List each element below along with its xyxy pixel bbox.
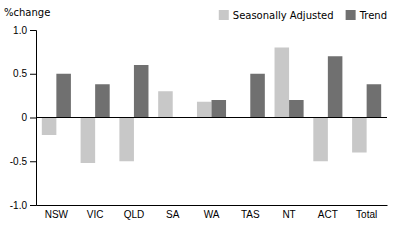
legend-label: Seasonally Adjusted	[233, 10, 334, 21]
legend-swatch	[346, 10, 356, 20]
y-axis-line	[30, 31, 37, 206]
chart: -1.0 -0.5 0 0.5 1.0 NSW VIC QLD SA WA TAS NT ACT Tota…	[0, 0, 397, 227]
y-tick-label: -0.5	[10, 156, 28, 167]
y-tick-label: 0.5	[13, 68, 27, 79]
legend-swatch	[219, 10, 229, 20]
x-tick-label: Total	[356, 209, 377, 220]
x-tick: QLD	[124, 205, 145, 220]
y-tick-label: 1.0	[13, 25, 27, 36]
bars	[42, 48, 381, 164]
legend-label: Trend	[359, 10, 387, 21]
x-tick: NT	[282, 205, 295, 220]
x-tick: WA	[204, 205, 220, 220]
y-axis-label: %change	[4, 7, 50, 18]
x-tick: Total	[356, 205, 377, 220]
plot: -1.0 -0.5 0 0.5 1.0 NSW VIC QLD SA WA TAS NT ACT Tota…	[10, 25, 388, 220]
x-tick-label: NSW	[45, 209, 69, 220]
bar-series	[56, 56, 381, 117]
bar	[81, 118, 96, 164]
x-tick-label: NT	[282, 209, 295, 220]
bar	[289, 100, 304, 118]
x-tick-label: WA	[204, 209, 220, 220]
bar	[250, 74, 265, 118]
y-tick: -1.0	[10, 200, 36, 211]
bar	[328, 56, 343, 117]
x-tick-label: QLD	[124, 209, 145, 220]
y-tick-mark	[30, 30, 36, 31]
zero-line	[36, 117, 387, 118]
legend-item: Seasonally Adjusted	[219, 10, 334, 21]
x-tick-label: ACT	[318, 209, 338, 220]
bar	[42, 118, 57, 136]
y-tick: 1.0	[13, 25, 36, 36]
bar	[212, 100, 227, 118]
bar	[134, 65, 149, 118]
y-tick-mark	[30, 74, 36, 75]
x-tick-label: SA	[166, 209, 180, 220]
bar	[119, 118, 134, 162]
y-tick: -0.5	[10, 156, 36, 167]
y-tick: 0.5	[13, 68, 36, 79]
x-tick-label: VIC	[87, 209, 104, 220]
x-axis: NSW VIC QLD SA WA TAS NT ACT Total	[37, 205, 388, 220]
x-tick: ACT	[318, 205, 338, 220]
y-tick: 0	[21, 112, 36, 123]
bar	[367, 84, 382, 117]
bar	[352, 118, 367, 153]
y-axis: -1.0 -0.5 0 0.5 1.0	[10, 25, 37, 211]
bar	[158, 91, 173, 117]
bar	[95, 84, 110, 117]
x-tick-label: TAS	[241, 209, 260, 220]
y-tick-mark	[30, 161, 36, 162]
bar	[56, 74, 71, 118]
bar-series	[42, 48, 367, 164]
x-tick: VIC	[87, 205, 104, 220]
x-axis-line	[37, 205, 388, 206]
legend: Seasonally Adjusted Trend	[219, 10, 387, 21]
x-tick: NSW	[45, 205, 69, 220]
x-tick: SA	[166, 205, 180, 220]
bar	[313, 118, 328, 162]
y-tick-mark	[30, 205, 36, 206]
bar	[197, 102, 212, 118]
bar	[275, 48, 290, 118]
y-tick-label: 0	[21, 112, 27, 123]
y-tick-mark	[30, 118, 36, 119]
y-tick-label: -1.0	[10, 200, 28, 211]
x-tick: TAS	[241, 205, 260, 220]
legend-item: Trend	[346, 10, 387, 21]
